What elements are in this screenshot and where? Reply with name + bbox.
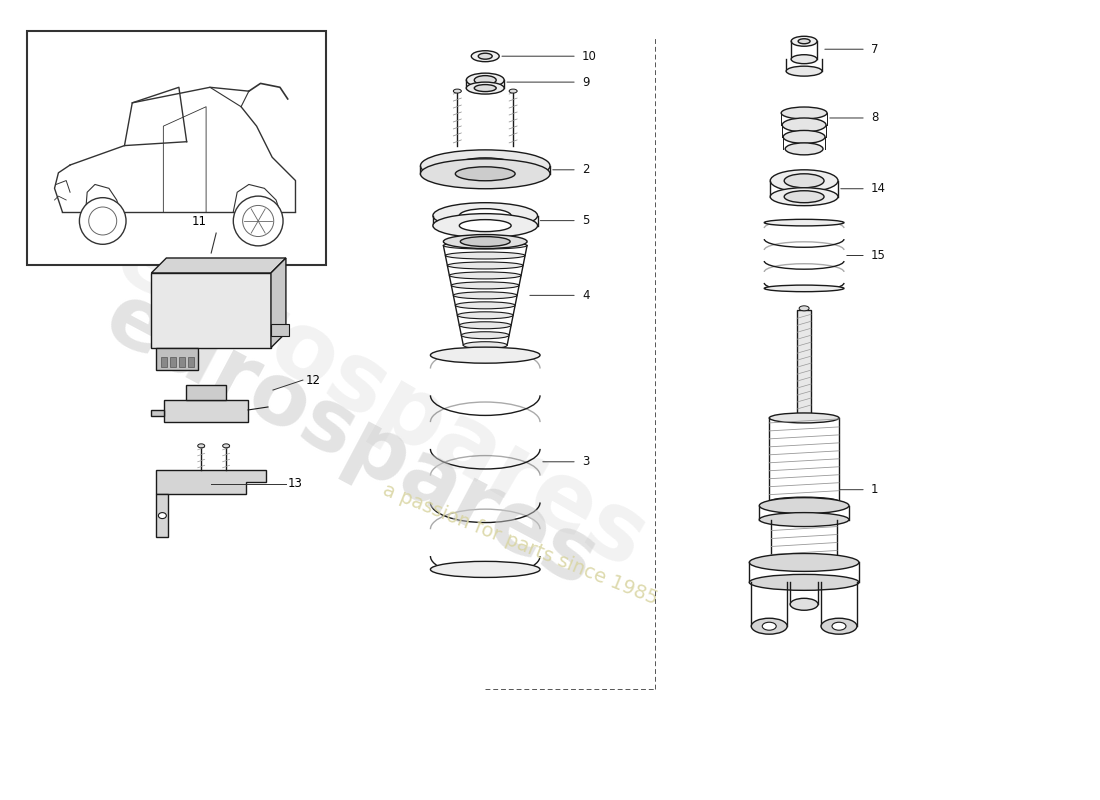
Ellipse shape: [466, 73, 504, 87]
Bar: [26, 31, 326, 266]
Bar: [271, 324, 289, 336]
Ellipse shape: [478, 54, 492, 59]
Ellipse shape: [455, 302, 515, 309]
Ellipse shape: [448, 262, 524, 269]
Ellipse shape: [420, 159, 550, 189]
Ellipse shape: [433, 202, 538, 229]
Polygon shape: [156, 470, 266, 494]
Ellipse shape: [158, 513, 166, 518]
Ellipse shape: [460, 237, 510, 246]
Ellipse shape: [461, 332, 509, 338]
Ellipse shape: [460, 209, 512, 222]
Ellipse shape: [769, 413, 839, 423]
Text: 8: 8: [871, 111, 878, 125]
Text: eurospares: eurospares: [90, 275, 611, 605]
Ellipse shape: [759, 513, 849, 526]
Bar: [162, 357, 167, 366]
Ellipse shape: [443, 242, 527, 249]
Bar: [164, 400, 249, 422]
Text: 10: 10: [582, 50, 597, 62]
Bar: [798, 310, 811, 415]
Text: 13: 13: [288, 478, 302, 490]
Text: 2: 2: [582, 163, 590, 176]
Ellipse shape: [222, 444, 230, 448]
Ellipse shape: [759, 498, 849, 514]
Bar: [152, 273, 271, 348]
Text: 4: 4: [582, 289, 590, 302]
Text: 1: 1: [871, 483, 879, 496]
Ellipse shape: [453, 292, 517, 299]
Ellipse shape: [455, 158, 515, 174]
Ellipse shape: [791, 54, 817, 64]
Text: 11: 11: [191, 215, 207, 228]
Ellipse shape: [791, 36, 817, 46]
Text: 14: 14: [871, 182, 886, 195]
Polygon shape: [156, 494, 168, 537]
Ellipse shape: [443, 234, 527, 249]
Polygon shape: [271, 258, 286, 348]
Ellipse shape: [799, 306, 810, 311]
Ellipse shape: [450, 272, 521, 279]
Ellipse shape: [433, 214, 538, 238]
Ellipse shape: [446, 252, 525, 259]
Circle shape: [79, 198, 126, 244]
Text: eurospares: eurospares: [99, 211, 662, 589]
Bar: [179, 357, 185, 366]
Ellipse shape: [783, 130, 825, 143]
Ellipse shape: [455, 167, 515, 181]
Bar: [156, 348, 198, 370]
Ellipse shape: [769, 497, 839, 506]
Ellipse shape: [832, 622, 846, 630]
Circle shape: [89, 207, 117, 235]
Ellipse shape: [785, 143, 823, 155]
Ellipse shape: [762, 622, 777, 630]
Ellipse shape: [458, 312, 513, 318]
Ellipse shape: [781, 107, 827, 119]
Bar: [170, 357, 176, 366]
Ellipse shape: [453, 89, 461, 93]
Ellipse shape: [474, 76, 496, 85]
Ellipse shape: [821, 618, 857, 634]
Ellipse shape: [749, 574, 859, 590]
Ellipse shape: [471, 162, 499, 170]
Text: a passion for parts since 1985: a passion for parts since 1985: [379, 481, 660, 609]
Ellipse shape: [471, 50, 499, 62]
Ellipse shape: [749, 554, 859, 571]
Polygon shape: [152, 258, 286, 273]
Ellipse shape: [784, 174, 824, 188]
Ellipse shape: [770, 170, 838, 192]
Text: 15: 15: [871, 249, 886, 262]
Polygon shape: [152, 410, 164, 416]
Ellipse shape: [786, 66, 822, 76]
Bar: [188, 357, 195, 366]
Ellipse shape: [451, 282, 519, 289]
Ellipse shape: [799, 38, 810, 44]
Text: 5: 5: [582, 214, 590, 227]
Text: 12: 12: [306, 374, 321, 386]
Ellipse shape: [771, 558, 837, 566]
Ellipse shape: [420, 150, 550, 182]
Ellipse shape: [764, 285, 844, 292]
Text: 9: 9: [582, 76, 590, 89]
Ellipse shape: [430, 562, 540, 578]
Ellipse shape: [782, 118, 826, 132]
Ellipse shape: [770, 188, 838, 206]
Ellipse shape: [466, 82, 504, 94]
Ellipse shape: [784, 190, 824, 202]
Text: 7: 7: [871, 42, 879, 56]
Ellipse shape: [460, 220, 512, 231]
Ellipse shape: [460, 322, 512, 329]
Ellipse shape: [198, 444, 205, 448]
Circle shape: [233, 196, 283, 246]
Ellipse shape: [430, 347, 540, 363]
Bar: [186, 385, 227, 400]
Circle shape: [243, 206, 274, 237]
Ellipse shape: [764, 219, 844, 226]
Ellipse shape: [463, 342, 507, 349]
Ellipse shape: [474, 85, 496, 91]
Ellipse shape: [751, 618, 788, 634]
Ellipse shape: [790, 598, 818, 610]
Ellipse shape: [509, 89, 517, 93]
Text: 3: 3: [582, 455, 590, 468]
